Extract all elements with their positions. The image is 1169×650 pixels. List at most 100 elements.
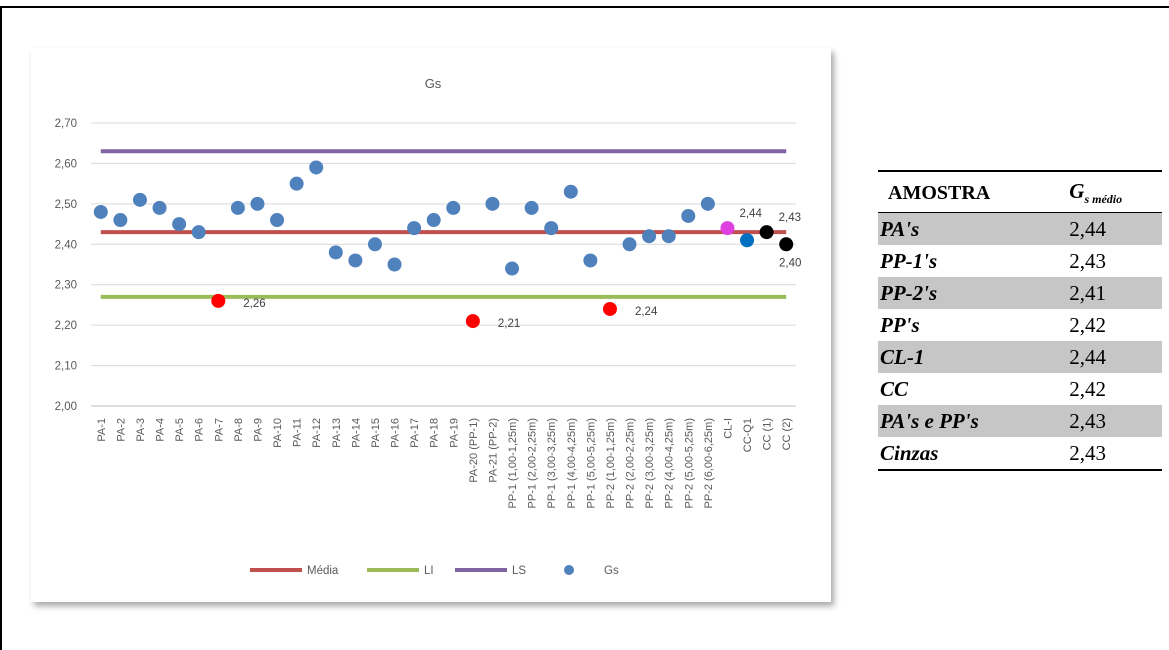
data-point [289,176,304,191]
legend-label: Média [307,565,339,577]
x-tick-label: PA-5 [174,418,186,442]
data-point [309,160,324,175]
data-point [465,314,480,329]
data-label: 2,24 [635,306,658,318]
table-header-row: AMOSTRA Gs médio [878,170,1162,213]
y-tick-label: 2,30 [55,280,77,292]
data-point [172,217,187,232]
data-point [230,200,245,215]
x-tick-label: PA-14 [350,418,362,448]
data-point [740,233,755,248]
gs-value: 2,43 [1063,437,1162,471]
header-gs-sub: s médio [1084,192,1123,207]
gs-value: 2,42 [1069,376,1107,401]
header-sample: AMOSTRA [878,170,1064,213]
data-label: 2,44 [739,208,762,220]
data-point [485,196,500,211]
data-point [211,293,226,308]
table-row: CC 2,42 [878,373,1162,405]
data-label: 2,43 [779,212,801,224]
data-point [348,253,363,268]
data-label: 2,40 [779,257,801,269]
data-label: 2,21 [498,318,520,330]
data-point [505,261,520,276]
x-tick-label: PA-15 [370,418,382,448]
data-point [446,200,461,215]
data-point [700,196,715,211]
x-tick-label: PP-2 (1,00-1,25m) [605,418,617,508]
x-tick-label: CC-Q1 [742,418,754,452]
data-point [583,253,598,268]
x-tick-label: PA-21 (PP-2) [487,418,499,483]
data-point [113,213,128,228]
gs-value: 2,43 [1063,405,1162,437]
x-tick-label: PA-7 [213,418,225,442]
data-point [602,301,617,316]
x-tick-label: CC (2) [781,418,793,450]
x-tick-label: PA-20 (PP-1) [468,418,480,483]
y-tick-label: 2,20 [55,320,77,332]
table-row: PP's 2,42 [878,309,1162,341]
data-point [544,221,559,236]
data-point [407,221,422,236]
x-tick-label: PP-1 (4,00-4,25m) [566,418,578,508]
x-tick-label: PP-1 (5,00-5,25m) [585,418,597,508]
x-tick-label: PP-2 (3,00-3,25m) [644,418,656,508]
sample-name: CC [880,376,909,401]
table-row: Cinzas 2,43 [878,437,1162,471]
data-point [191,225,206,240]
x-tick-label: PA-2 [115,418,127,442]
data-point [387,257,402,272]
header-gs-main: G [1069,178,1085,203]
gs-chart: Gs 2,00 2,10 2,20 2,30 2,40 2,50 2,60 2,70 2,26… [55,76,802,577]
table-row: PA's e PP's 2,43 [878,405,1162,437]
data-point [720,221,735,236]
data-label: 2,26 [243,298,265,310]
data-point [152,200,167,215]
x-tick-label: PA-12 [311,418,323,448]
sample-name: PP's [880,312,920,337]
gs-value: 2,43 [1069,248,1107,273]
x-tick-label: PP-2 (2,00-2,25m) [625,418,637,508]
x-tick-label: PA-3 [135,418,147,442]
data-point [426,213,441,228]
header-gs-medio: Gs médio [1063,170,1162,213]
data-point [759,225,774,240]
data-point [250,196,265,211]
legend-label: LS [512,565,526,577]
x-tick-label: PA-8 [233,418,245,442]
x-tick-label: PA-9 [252,418,264,442]
data-point [661,229,676,244]
gs-value: 2,44 [1063,341,1162,373]
data-point [132,192,147,207]
x-tick-label: PP-2 (5,00-5,25m) [683,418,695,508]
gs-value: 2,41 [1063,277,1162,309]
data-point [779,237,794,252]
x-tick-label: PP-1 (1,00-1,25m) [507,418,519,508]
data-point [328,245,343,260]
x-tick-label: PA-19 [448,418,460,448]
y-tick-label: 2,40 [55,239,77,251]
legend-label: Gs [604,565,619,577]
table-row: PP-1's 2,43 [878,245,1162,277]
x-tick-label: PP-2 (6,00-6,25m) [703,418,715,508]
x-tick-label: PP-1 (3,00-3,25m) [546,418,558,508]
data-point [93,204,108,219]
sample-name: PP-2's [878,277,1064,309]
y-tick-label: 2,50 [55,199,77,211]
x-tick-label: CC (1) [762,418,774,450]
x-tick-label: PA-18 [429,418,441,448]
data-point [270,213,285,228]
gs-value: 2,42 [1069,312,1107,337]
legend-swatch [564,565,574,575]
data-point [681,208,696,223]
chart-title: Gs [425,76,442,91]
x-tick-label: PA-16 [390,418,402,448]
data-point [563,184,578,199]
y-tick-label: 2,70 [55,118,77,130]
x-tick-label: CL-I [722,418,734,439]
frame-left-border [0,6,2,650]
gs-summary-table: AMOSTRA Gs médio PA's 2,44 PP-1's 2,43 PP-2'… [878,170,1162,471]
x-tick-label: PA-4 [155,418,167,442]
data-point [367,237,382,252]
